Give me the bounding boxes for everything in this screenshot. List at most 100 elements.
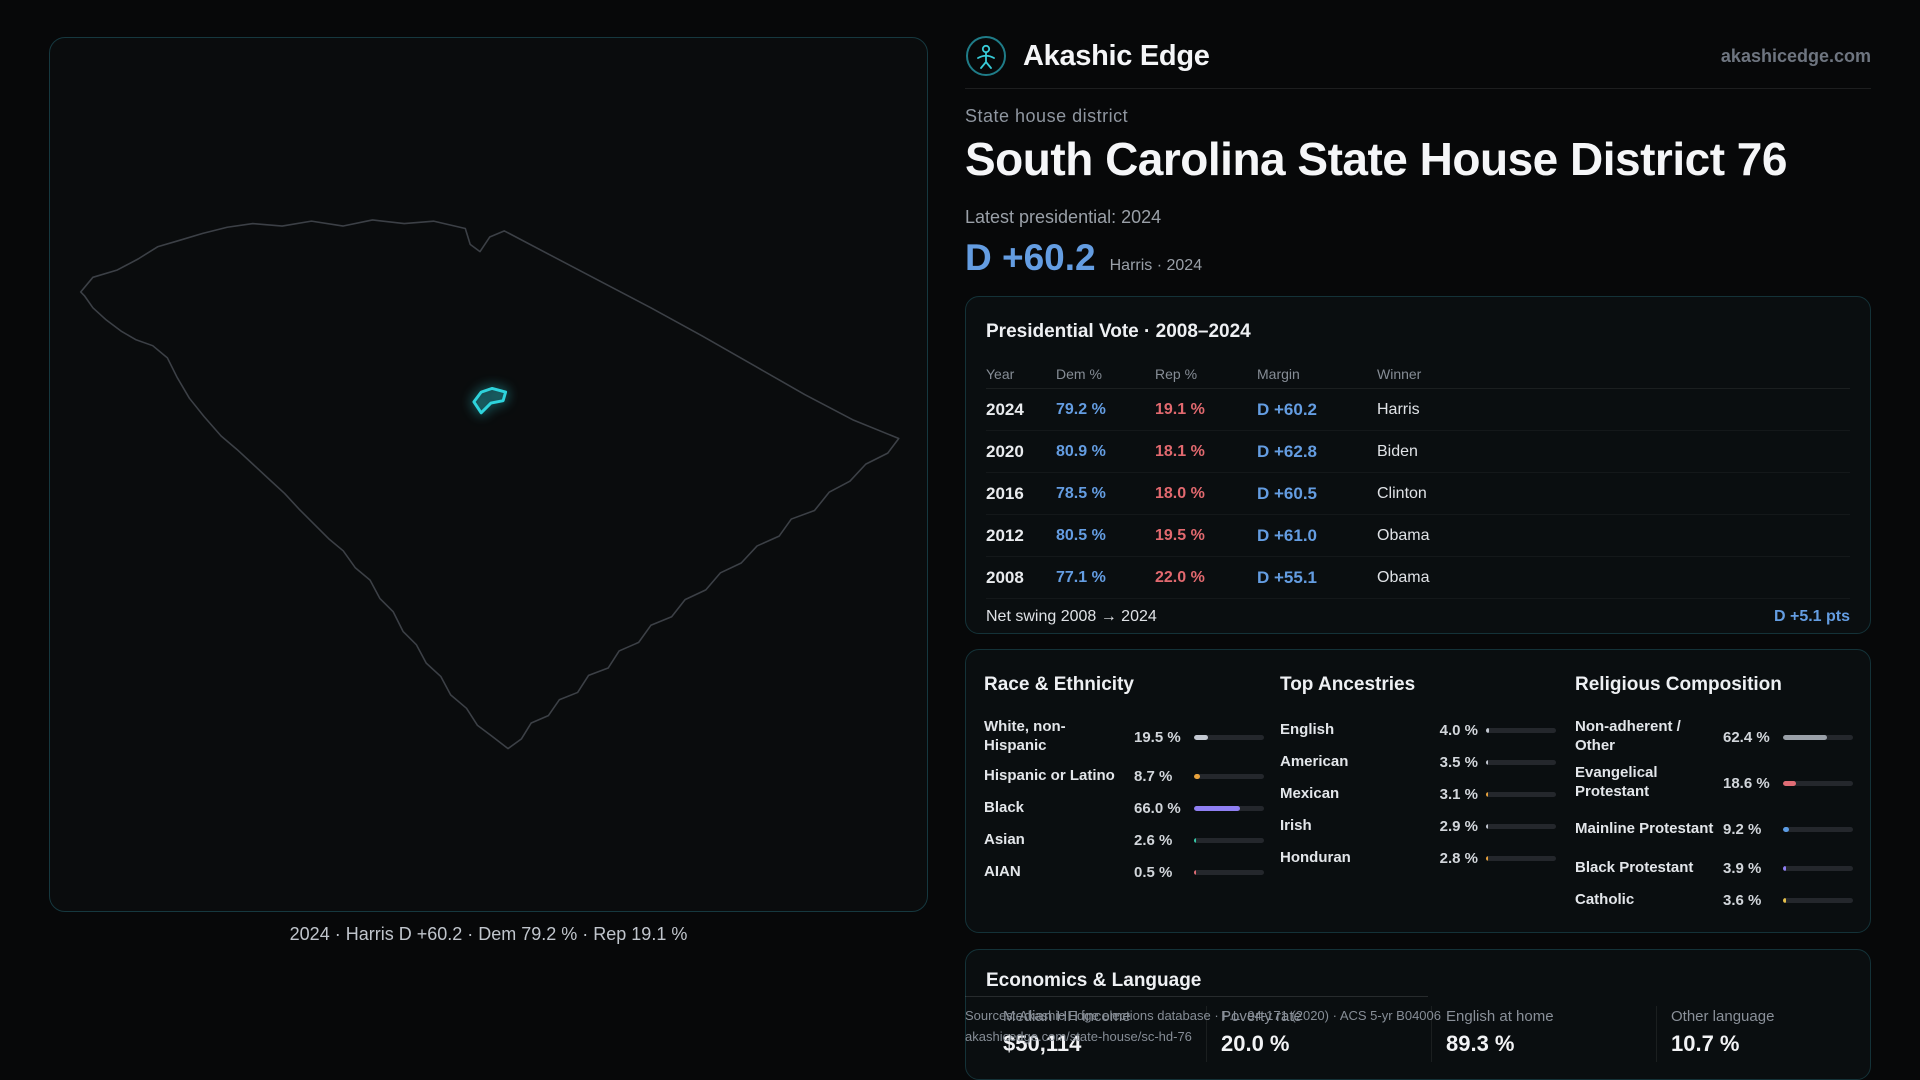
demographic-bar [1486,759,1556,765]
brand-site-link[interactable]: akashicedge.com [1720,45,1871,66]
col-header-winner: Winner [1377,365,1422,382]
demographic-row: White, non-Hispanic 19.5 % [984,714,1264,760]
state-outline [79,219,900,750]
demographic-label: Irish [1280,816,1312,834]
demographic-row: English 4.0 % [1280,714,1556,746]
demographic-row: Irish 2.9 % [1280,810,1556,842]
demographic-bar [1486,791,1556,797]
stat-other-language: Other language 10.7 % [1671,1008,1774,1057]
presidential-vote-title: Presidential Vote · 2008–2024 [986,321,1251,342]
demographic-value: 3.6 % [1723,891,1762,909]
demographic-value: 0.5 % [1134,863,1173,881]
stat-value: 20.0 % [1221,1031,1290,1056]
demographics-card: Race & Ethnicity White, non-Hispanic 19.… [965,649,1871,933]
demographic-bar [1194,734,1264,740]
cell-rep: 18.0 % [1155,484,1205,502]
demographic-bar [1486,823,1556,829]
state-map [79,219,900,750]
sources-footer: Sources: Akashic Edge elections database… [965,996,1441,1044]
stat-value: 89.3 % [1446,1031,1515,1056]
stat-label: English at home [1446,1008,1554,1025]
demographic-value: 8.7 % [1134,767,1173,785]
district-highlight [472,386,508,415]
cell-winner: Biden [1377,442,1418,460]
demographic-row: Asian 2.6 % [984,824,1264,856]
cell-winner: Obama [1377,526,1430,544]
presidential-vote-card: Presidential Vote · 2008–2024 Year Dem %… [965,296,1871,634]
demographic-row: Hispanic or Latino 8.7 % [984,760,1264,792]
stat-label: Poverty rate [1221,1008,1302,1025]
demographic-label: Non-adherent / Other [1575,718,1681,754]
cell-year: 2016 [986,483,1024,503]
demographic-row: AIAN 0.5 % [984,856,1264,888]
cell-rep: 18.1 % [1155,442,1205,460]
col-header-margin: Margin [1257,365,1300,382]
latest-presidential-label: Latest presidential: 2024 [965,207,1162,227]
demographic-label: Hispanic or Latino [984,766,1115,784]
stat-divider [1431,1006,1432,1062]
demographic-label: White, non-Hispanic [984,718,1066,754]
demographic-row: Catholic 3.6 % [1575,884,1853,916]
religious-composition-section: Religious Composition Non-adherent / Oth… [1575,674,1853,916]
demographic-bar [1194,869,1264,875]
demographic-label: Mexican [1280,784,1340,802]
col-header-year: Year [986,365,1015,382]
demographic-value: 3.5 % [1439,753,1478,771]
demographic-label: Catholic [1575,890,1635,908]
margin-value: D +60.2 [965,237,1096,278]
cell-rep: 22.0 % [1155,568,1205,586]
cell-dem: 77.1 % [1056,568,1106,586]
top-ancestries-title: Top Ancestries [1280,674,1416,695]
demographic-value: 2.6 % [1134,831,1173,849]
cell-year: 2008 [986,567,1024,587]
demographic-label: Mainline Protestant [1575,819,1714,837]
race-ethnicity-title: Race & Ethnicity [984,674,1134,695]
stat-value: $50,114 [1003,1031,1082,1056]
net-swing-label: Net swing 2008 → 2024 [986,607,1157,625]
demographic-value: 9.2 % [1723,820,1762,838]
cell-rep: 19.5 % [1155,526,1205,544]
stat-poverty-rate: Poverty rate 20.0 % [1221,1008,1302,1057]
demographic-bar [1194,805,1264,811]
top-ancestries-section: Top Ancestries English 4.0 % American 3.… [1280,674,1556,874]
brand-name: Akashic Edge [1023,39,1210,72]
stat-median-income: Median HH income $50,114 [1003,1008,1131,1057]
stat-value: 10.7 % [1671,1031,1740,1056]
demographic-value: 3.1 % [1439,785,1478,803]
cell-dem: 80.9 % [1056,442,1106,460]
demographic-label: Evangelical Protestant [1575,764,1658,800]
demographic-row: Mainline Protestant 9.2 % [1575,806,1853,852]
demographic-row: Evangelical Protestant 18.6 % [1575,760,1853,806]
header-divider [965,88,1871,89]
economics-language-title: Economics & Language [986,970,1202,991]
demographic-row: Black 66.0 % [984,792,1264,824]
table-row: 2008 77.1 % 22.0 % D +55.1 Obama [986,557,1850,599]
permalink[interactable]: akashicedge.com/state-house/sc-hd-76 [965,1029,1192,1044]
demographic-label: AIAN [984,862,1021,880]
demographic-label: English [1280,720,1335,738]
sources-text: Sources: Akashic Edge elections database… [965,1008,1441,1023]
cell-margin: D +62.8 [1257,441,1318,461]
demographic-label: Asian [984,830,1025,848]
demographic-row: Mexican 3.1 % [1280,778,1556,810]
demographic-row: Non-adherent / Other 62.4 % [1575,714,1853,760]
demographic-bar [1486,855,1556,861]
cell-margin: D +61.0 [1257,525,1318,545]
demographic-label: Honduran [1280,848,1351,866]
demographic-bar [1783,897,1853,903]
col-header-rep: Rep % [1155,365,1198,382]
cell-dem: 79.2 % [1056,400,1106,418]
district-type-kicker: State house district [965,106,1129,126]
cell-winner: Obama [1377,568,1430,586]
demographic-row: American 3.5 % [1280,746,1556,778]
stat-label: Other language [1671,1008,1775,1025]
demographic-bar [1783,865,1853,871]
district-map-panel [49,37,928,912]
cell-dem: 80.5 % [1056,526,1106,544]
demographic-value: 62.4 % [1723,728,1770,746]
table-row: 2012 80.5 % 19.5 % D +61.0 Obama [986,515,1850,557]
table-row: 2016 78.5 % 18.0 % D +60.5 Clinton [986,473,1850,515]
cell-margin: D +60.2 [1257,399,1318,419]
demographic-value: 2.9 % [1439,817,1478,835]
brand-logo-icon [966,36,1006,76]
